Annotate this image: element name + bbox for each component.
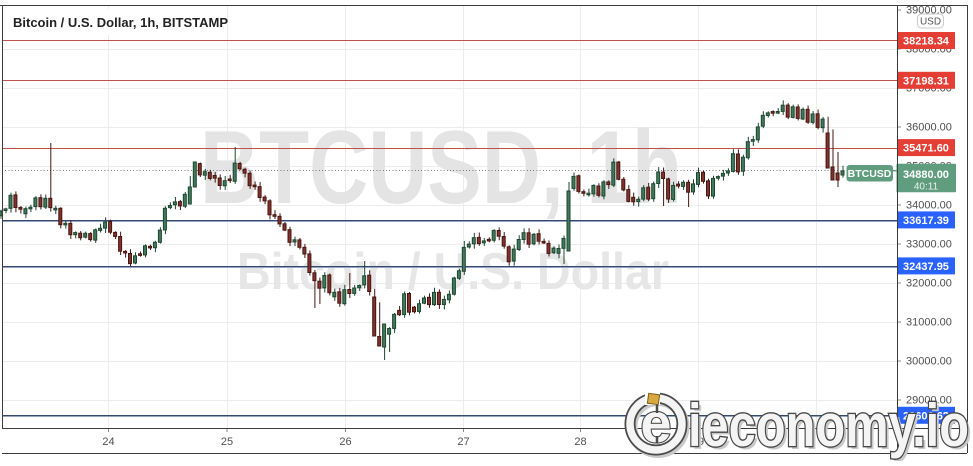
svg-text:30000.00: 30000.00: [906, 356, 952, 368]
svg-text:34000.00: 34000.00: [906, 200, 952, 212]
svg-text:37198.31: 37198.31: [903, 75, 949, 87]
svg-text:29: 29: [692, 436, 704, 448]
svg-text:Bitcoin / U.S. Dollar, 1h, BIT: Bitcoin / U.S. Dollar, 1h, BITSTAMP: [13, 15, 228, 30]
svg-text:25: 25: [221, 436, 233, 448]
svg-text:36000.00: 36000.00: [906, 122, 952, 134]
svg-text:26: 26: [339, 436, 351, 448]
svg-text:28606.62: 28606.62: [903, 410, 949, 422]
svg-text:31000.00: 31000.00: [906, 317, 952, 329]
svg-text:33617.39: 33617.39: [903, 215, 949, 227]
svg-text:24: 24: [102, 436, 114, 448]
svg-text:33000.00: 33000.00: [906, 239, 952, 251]
svg-text:34880.00: 34880.00: [903, 169, 949, 181]
svg-text:35471.60: 35471.60: [903, 143, 949, 155]
svg-text:BTCUSD, 1h: BTCUSD, 1h: [200, 110, 682, 226]
svg-text:38218.34: 38218.34: [903, 36, 950, 48]
svg-text:28: 28: [574, 436, 586, 448]
svg-text:e: e: [640, 391, 671, 454]
svg-text:32437.95: 32437.95: [903, 261, 949, 273]
svg-text:ieconomy.io: ieconomy.io: [688, 392, 969, 459]
svg-text:27: 27: [457, 436, 469, 448]
svg-text:32000.00: 32000.00: [906, 278, 952, 290]
svg-text:39000.00: 39000.00: [906, 5, 952, 17]
svg-text:29000.00: 29000.00: [906, 395, 952, 407]
svg-text:USD: USD: [920, 17, 941, 28]
svg-text:40:11: 40:11: [914, 182, 939, 193]
svg-text:ieconomy.io: ieconomy.io: [691, 395, 972, 461]
svg-text:BTCUSD: BTCUSD: [848, 168, 892, 180]
